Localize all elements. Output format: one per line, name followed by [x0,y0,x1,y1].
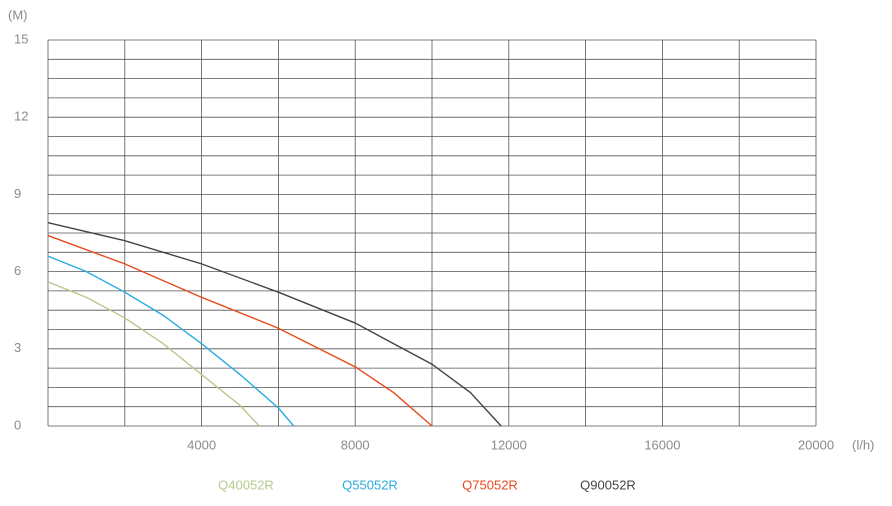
y-tick-label: 9 [14,186,21,201]
y-tick-label: 12 [14,109,28,124]
y-tick-label: 0 [14,417,21,432]
legend-entry: Q90052R [580,477,636,492]
series-line [47,255,295,427]
series-line [47,234,433,427]
legend-entry: Q55052R [342,477,398,492]
legend-entry: Q40052R [218,477,274,492]
legend-entry: Q75052R [462,477,518,492]
y-axis-label: (M) [8,7,28,22]
series-line [47,281,260,427]
x-tick-label: 8000 [341,437,370,452]
x-tick-label: 4000 [187,437,216,452]
x-axis-label: (l/h) [852,437,874,452]
x-tick-label: 20000 [798,437,834,452]
y-tick-label: 3 [14,340,21,355]
y-tick-label: 15 [14,31,28,46]
y-tick-label: 6 [14,263,21,278]
x-tick-label: 12000 [491,437,527,452]
x-tick-label: 16000 [644,437,680,452]
series-line [47,222,502,427]
